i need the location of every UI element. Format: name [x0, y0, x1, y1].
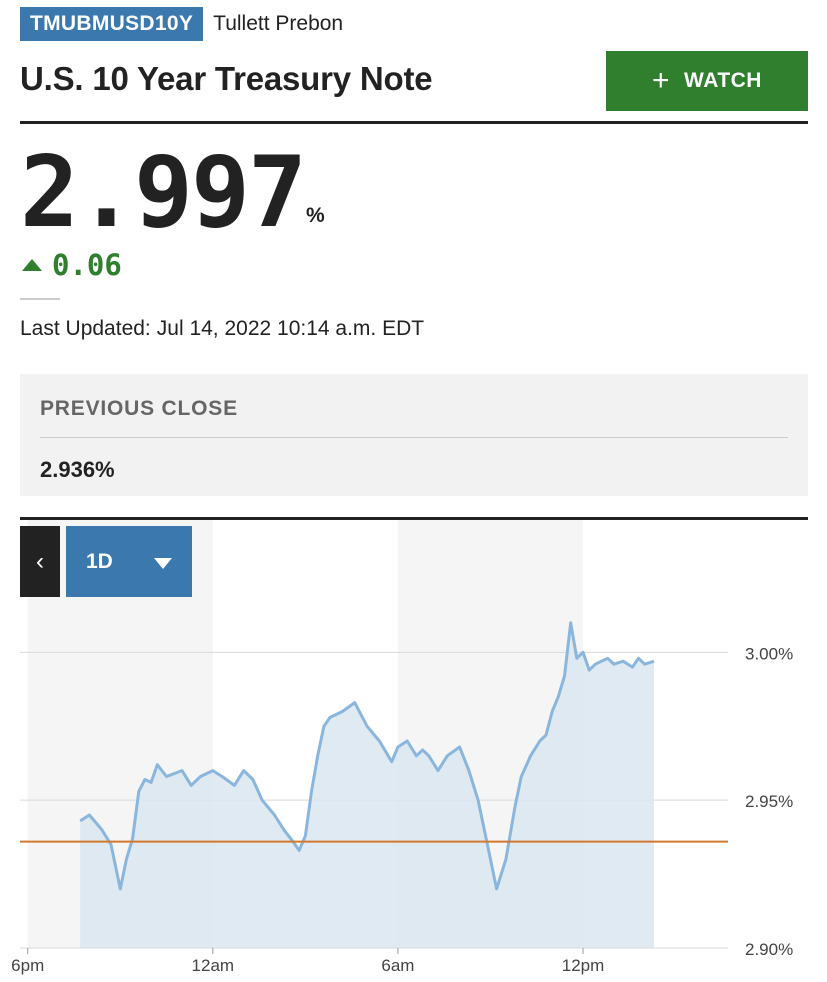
- current-price: 2.997: [20, 136, 307, 250]
- chevron-left-icon: ‹: [36, 547, 44, 575]
- header-divider: [20, 121, 808, 124]
- x-tick-label: 12pm: [562, 956, 605, 975]
- watch-button-label: WATCH: [684, 69, 762, 92]
- plus-icon: +: [652, 64, 671, 97]
- page-title: U.S. 10 Year Treasury Note: [20, 60, 433, 97]
- chart-prev-button[interactable]: ‹: [20, 526, 60, 597]
- chart-area: 3.00% 2.95% 2.90% 6pm 12am 6am 12pm ‹ 1D: [0, 520, 827, 982]
- chevron-down-icon: [154, 558, 172, 569]
- symbol-badge[interactable]: TMUBMUSD10Y: [20, 7, 204, 41]
- up-arrow-icon: [22, 259, 42, 271]
- chart-divider: [20, 517, 808, 520]
- last-updated: Last Updated: Jul 14, 2022 10:14 a.m. EDT: [20, 317, 430, 341]
- series-line: [79, 621, 655, 891]
- series-area: [80, 622, 654, 948]
- last-updated-label: Last Updated:: [20, 317, 151, 340]
- price-unit: %: [306, 204, 325, 227]
- ticker-row: TMUBMUSD10Y Tullett Prebon: [20, 7, 343, 41]
- y-tick-label: 3.00%: [745, 644, 793, 663]
- previous-close-label: PREVIOUS CLOSE: [40, 397, 238, 420]
- change-value: 0.06: [52, 248, 122, 282]
- previous-close-divider: [40, 437, 788, 438]
- x-tick-label: 6pm: [11, 956, 44, 975]
- previous-close-value: 2.936%: [40, 457, 115, 482]
- range-label: 1D: [86, 549, 113, 573]
- watch-button[interactable]: + WATCH: [606, 51, 808, 111]
- last-updated-time: Jul 14, 2022 10:14 a.m. EDT: [156, 317, 425, 340]
- price-chart: 3.00% 2.95% 2.90% 6pm 12am 6am 12pm: [11, 520, 793, 975]
- x-tick-label: 6am: [381, 956, 414, 975]
- y-tick-label: 2.95%: [745, 792, 793, 811]
- short-divider: [20, 298, 60, 300]
- y-tick-label: 2.90%: [745, 940, 793, 959]
- previous-close-panel: PREVIOUS CLOSE 2.936%: [20, 374, 808, 496]
- x-tick-label: 12am: [192, 956, 235, 975]
- data-source: Tullett Prebon: [213, 12, 344, 35]
- price-change: 0.06: [22, 248, 122, 282]
- range-dropdown[interactable]: 1D: [66, 526, 192, 597]
